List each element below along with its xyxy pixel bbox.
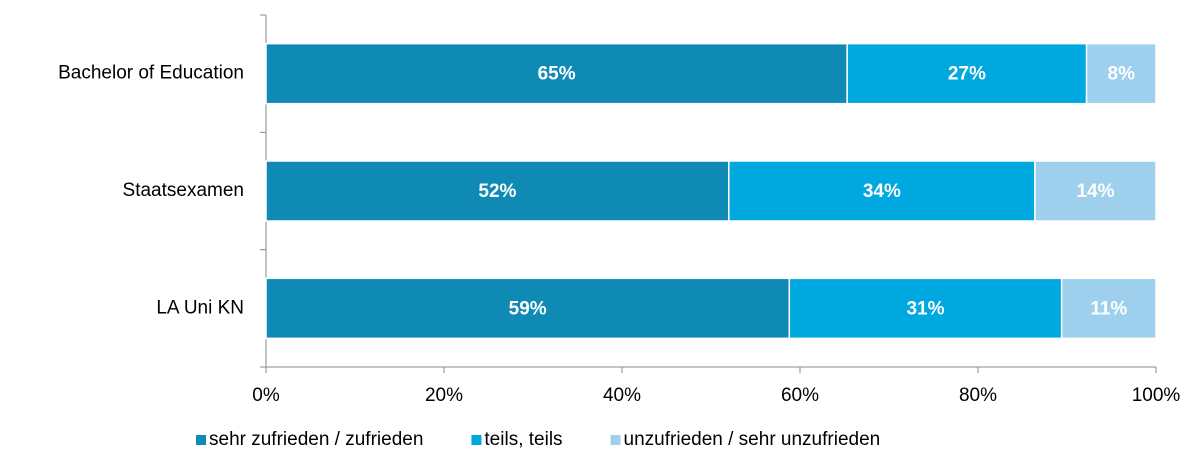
value-label: 31% (906, 298, 944, 319)
y-tick-label: LA Uni KN (156, 297, 244, 318)
value-label: 52% (478, 181, 516, 202)
x-tick-label: 60% (781, 385, 819, 406)
bar-segment (265, 42, 848, 105)
x-tick-label: 100% (1132, 385, 1181, 406)
bar-segment (1034, 160, 1157, 222)
legend-swatch (610, 435, 621, 445)
legend-label: teils, teils (484, 429, 562, 450)
bar-segment (1085, 42, 1157, 105)
bar-segment (265, 277, 791, 340)
legend-label: unzufrieden / sehr unzufrieden (624, 429, 881, 450)
value-label: 59% (509, 298, 547, 319)
value-label: 11% (1090, 298, 1127, 319)
value-label: 14% (1076, 181, 1114, 202)
value-label: 8% (1108, 64, 1136, 85)
legend-swatch (471, 435, 482, 445)
value-label: 27% (948, 64, 986, 85)
bar-segment (265, 160, 730, 222)
y-tick-label: Staatsexamen (123, 180, 244, 201)
legend-swatch (196, 435, 206, 445)
bar-segment (846, 42, 1088, 105)
x-tick-label: 80% (959, 385, 997, 406)
x-tick-label: 40% (603, 385, 641, 406)
x-tick-label: 20% (425, 385, 463, 406)
value-label: 65% (538, 64, 576, 85)
value-label: 34% (863, 181, 901, 202)
bar-segment (728, 160, 1036, 222)
x-tick-label: 0% (252, 385, 280, 406)
bar-segment (1060, 277, 1157, 340)
legend-label: sehr zufrieden / zufrieden (209, 429, 423, 450)
y-tick-label: Bachelor of Education (58, 63, 244, 84)
